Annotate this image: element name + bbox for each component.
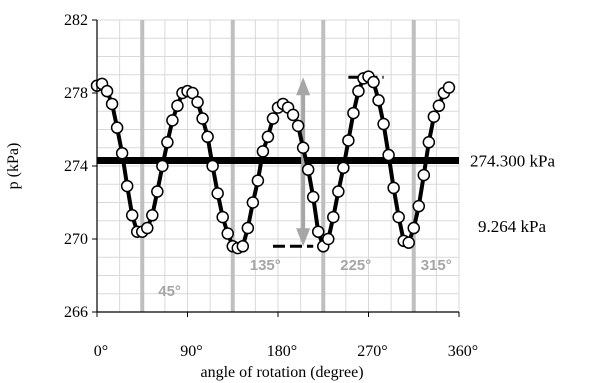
data-point (141, 221, 154, 235)
data-point (120, 179, 134, 193)
data-point (196, 112, 209, 125)
x-tick-label: 0° (94, 343, 108, 360)
data-point (291, 119, 305, 133)
range-arrow-head-down (296, 228, 311, 247)
x-tick-label: 180° (267, 343, 297, 360)
mean-line-label: 274.300 kPa (470, 152, 555, 171)
data-point (241, 221, 255, 235)
data-point (392, 210, 405, 224)
y-tick-label: 282 (64, 12, 88, 29)
data-point (422, 136, 436, 149)
x-axis-title: angle of rotation (degree) (200, 364, 363, 381)
data-point (342, 134, 355, 147)
data-point (256, 145, 270, 158)
data-point (100, 84, 114, 98)
range-arrow-head-up (296, 77, 311, 96)
data-point (296, 141, 310, 154)
data-point (301, 163, 315, 176)
data-point (337, 161, 350, 175)
y-tick-label: 266 (64, 304, 88, 321)
data-point (322, 232, 335, 246)
data-point (151, 185, 164, 198)
y-axis-title: p (kPa) (5, 143, 22, 190)
data-point (251, 174, 265, 187)
angle-marker-label: 45° (158, 283, 181, 300)
range-label: 9.264 kPa (478, 217, 546, 236)
x-tick-label: 270° (357, 343, 387, 360)
data-point (417, 168, 431, 182)
pressure-series (90, 70, 456, 255)
data-point (382, 148, 395, 162)
data-point (125, 209, 139, 222)
y-tick-label: 278 (64, 85, 88, 102)
data-point (306, 190, 320, 204)
data-point (327, 210, 340, 224)
data-point (105, 97, 119, 111)
x-tick-label: 360° (448, 343, 478, 360)
data-point (171, 99, 184, 113)
data-point (311, 225, 325, 238)
y-tick-label: 270 (64, 231, 88, 248)
y-tick-label: 274 (64, 158, 88, 175)
data-point (201, 130, 214, 144)
data-point (236, 240, 250, 253)
data-point (161, 136, 174, 149)
data-point (347, 106, 360, 120)
data-point (246, 196, 260, 209)
data-point (367, 75, 380, 89)
data-point (442, 81, 456, 94)
data-point (352, 84, 365, 98)
data-point (432, 99, 446, 113)
angle-marker-label: 315° (421, 257, 452, 274)
data-point (115, 146, 129, 160)
data-point (412, 199, 426, 213)
angle-marker-label: 135° (250, 257, 281, 274)
data-point (372, 94, 385, 107)
x-tick-label: 90° (180, 343, 202, 360)
labels: 45° 135° 225° 315° 274.300 kPa 9.264 kPa 266 27… (5, 12, 555, 381)
data-point (216, 210, 229, 224)
data-point (166, 114, 179, 127)
data-point (387, 181, 400, 195)
data-point (377, 117, 390, 131)
data-point (266, 112, 280, 125)
data-point (332, 185, 345, 198)
data-point (206, 159, 219, 173)
data-point (191, 95, 204, 109)
data-point (261, 130, 275, 144)
data-point (407, 221, 420, 235)
data-point (427, 110, 441, 123)
data-point (221, 227, 234, 240)
data-point (211, 187, 224, 200)
data-point (156, 159, 169, 173)
data-point (402, 236, 415, 249)
angle-markers (140, 20, 416, 312)
data-point (286, 108, 300, 122)
axes (92, 19, 460, 317)
angle-marker-label: 225° (340, 257, 371, 274)
data-point (110, 121, 124, 134)
data-point (146, 209, 159, 222)
